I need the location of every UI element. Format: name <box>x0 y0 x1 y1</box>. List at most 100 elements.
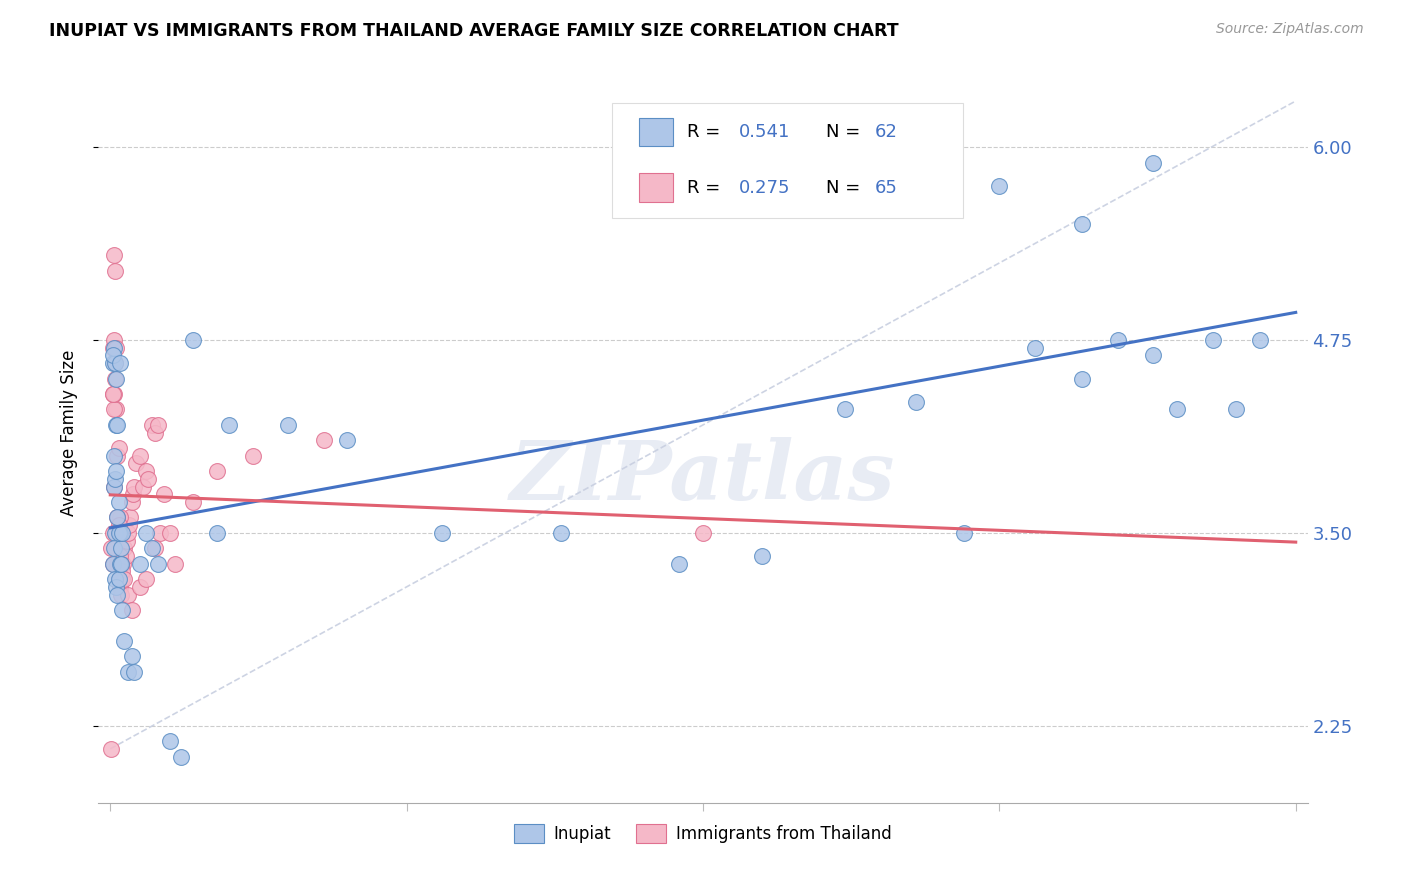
Point <box>107 572 129 586</box>
Point <box>107 495 129 509</box>
Point <box>1202 333 1225 347</box>
Point <box>111 603 134 617</box>
Point <box>103 402 125 417</box>
Point <box>692 525 714 540</box>
Point <box>110 557 132 571</box>
Point <box>135 464 157 478</box>
Point <box>111 565 134 579</box>
Point <box>107 525 129 540</box>
Point <box>121 495 143 509</box>
Point <box>111 525 134 540</box>
Point <box>129 580 152 594</box>
Text: R =: R = <box>688 123 727 141</box>
Text: 62: 62 <box>875 123 897 141</box>
Point <box>118 518 141 533</box>
Point <box>159 734 181 748</box>
Point <box>1071 371 1094 385</box>
Point <box>111 572 134 586</box>
Text: N =: N = <box>827 178 866 196</box>
Point <box>103 333 125 347</box>
Text: Source: ZipAtlas.com: Source: ZipAtlas.com <box>1216 22 1364 37</box>
Point <box>122 480 145 494</box>
Point <box>136 472 159 486</box>
Point <box>668 557 690 571</box>
Point <box>146 557 169 571</box>
Point <box>101 525 124 540</box>
Legend: Inupiat, Immigrants from Thailand: Inupiat, Immigrants from Thailand <box>508 817 898 850</box>
Point <box>107 572 129 586</box>
Point <box>1142 155 1164 169</box>
Point <box>101 557 124 571</box>
Point <box>135 525 157 540</box>
Point <box>105 417 128 432</box>
Point <box>114 541 136 556</box>
Point <box>101 387 124 401</box>
Point <box>1071 218 1094 232</box>
Point <box>105 557 128 571</box>
Point <box>550 525 572 540</box>
Point <box>105 449 128 463</box>
Text: 0.541: 0.541 <box>740 123 790 141</box>
Point <box>905 155 928 169</box>
Point <box>159 525 181 540</box>
Point <box>432 525 454 540</box>
Point <box>242 449 264 463</box>
Point <box>110 588 132 602</box>
Point <box>117 588 139 602</box>
Point <box>110 557 132 571</box>
Point <box>205 525 228 540</box>
Point <box>103 541 125 556</box>
Point <box>988 178 1011 193</box>
Point <box>117 665 139 679</box>
Point <box>105 541 128 556</box>
Point <box>108 510 131 524</box>
Point <box>103 248 125 262</box>
Point <box>114 572 136 586</box>
Point <box>105 341 128 355</box>
FancyBboxPatch shape <box>613 103 963 218</box>
Point <box>101 356 124 370</box>
Point <box>1166 402 1188 417</box>
Point <box>104 356 127 370</box>
Point <box>103 341 125 355</box>
Point <box>336 434 359 448</box>
Point <box>905 394 928 409</box>
Point <box>103 387 125 401</box>
Point <box>108 356 131 370</box>
Point <box>108 580 131 594</box>
Point <box>101 557 124 571</box>
Point <box>105 588 128 602</box>
Point <box>108 549 131 563</box>
Point <box>104 525 127 540</box>
Point <box>1142 349 1164 363</box>
Point <box>104 572 127 586</box>
Point <box>141 417 163 432</box>
Point <box>1024 341 1046 355</box>
Point <box>121 487 143 501</box>
Point <box>146 417 169 432</box>
Point <box>135 572 157 586</box>
Point <box>104 263 127 277</box>
Point <box>120 510 142 524</box>
Point <box>103 480 125 494</box>
Point <box>143 425 166 440</box>
Text: INUPIAT VS IMMIGRANTS FROM THAILAND AVERAGE FAMILY SIZE CORRELATION CHART: INUPIAT VS IMMIGRANTS FROM THAILAND AVER… <box>49 22 898 40</box>
Point <box>101 387 124 401</box>
Point <box>103 480 125 494</box>
Point <box>105 402 128 417</box>
Point <box>107 441 129 455</box>
Point <box>105 417 128 432</box>
Point <box>149 525 172 540</box>
Point <box>125 457 148 471</box>
Text: ZIPatlas: ZIPatlas <box>510 437 896 517</box>
Point <box>1249 333 1271 347</box>
Point <box>114 549 136 563</box>
Text: 65: 65 <box>875 178 897 196</box>
Point <box>104 525 127 540</box>
Point <box>152 487 174 501</box>
Point <box>1225 402 1247 417</box>
Point <box>218 417 240 432</box>
Y-axis label: Average Family Size: Average Family Size <box>59 350 77 516</box>
Point <box>105 580 128 594</box>
Bar <box>638 173 673 202</box>
